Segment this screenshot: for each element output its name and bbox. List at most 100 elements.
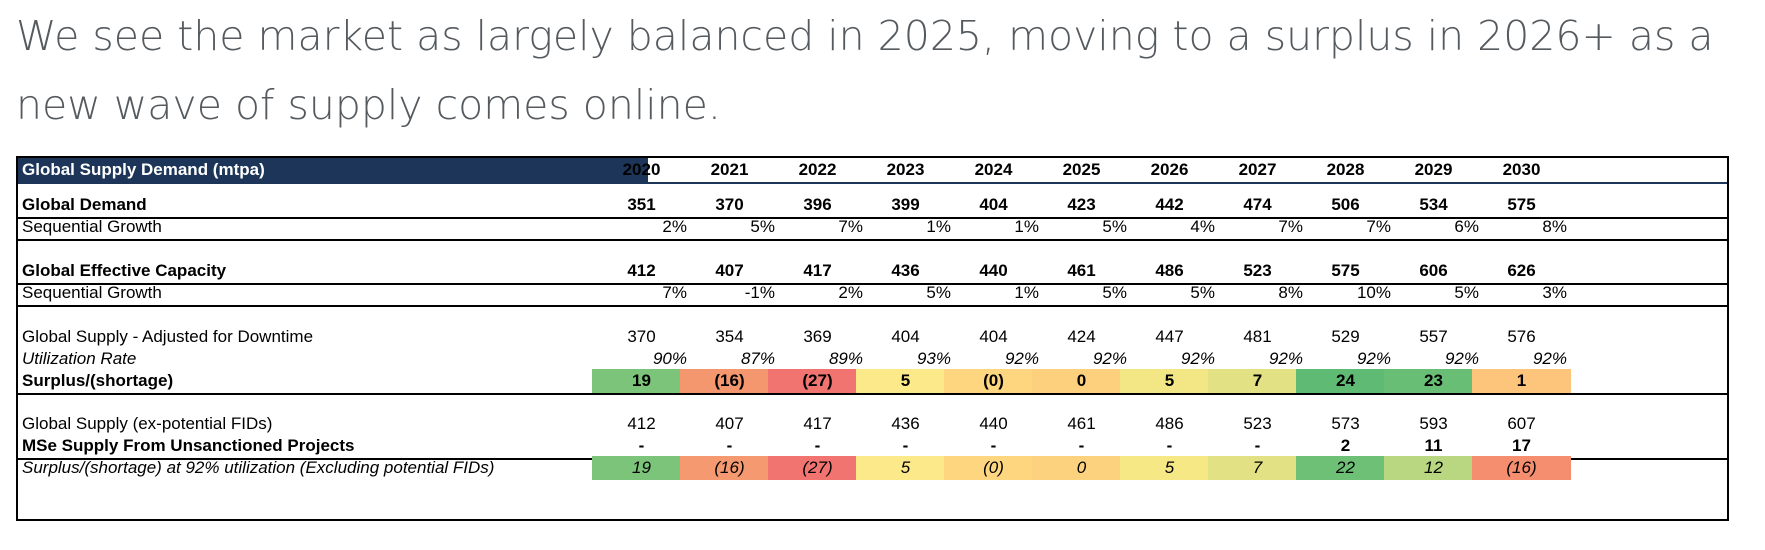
table-cell: 89% xyxy=(828,349,863,368)
year-header: 2030 xyxy=(1502,160,1541,179)
table-row: Global Supply (ex-potential FIDs) 412 407 4… xyxy=(18,412,1727,436)
year-header: 2024 xyxy=(974,160,1013,179)
table-cell: 369 xyxy=(803,327,832,346)
table-cell: 404 xyxy=(891,327,920,346)
table-cell: 7% xyxy=(1366,217,1391,236)
table-cell: - xyxy=(1078,436,1085,455)
table-cell: 404 xyxy=(979,195,1008,214)
table-cell: 447 xyxy=(1155,327,1184,346)
table-cell: 404 xyxy=(979,327,1008,346)
headline: We see the market as largely balanced in… xyxy=(16,12,1714,129)
table-cell: 7% xyxy=(838,217,863,236)
table-cell: 474 xyxy=(1243,195,1272,214)
table-cell: 440 xyxy=(979,414,1008,433)
table-cell: 626 xyxy=(1507,261,1536,280)
table-cell: 5% xyxy=(1102,283,1127,302)
year-header: 2021 xyxy=(710,160,749,179)
table-cell: 7% xyxy=(1278,217,1303,236)
table-row: Sequential Growth 7% -1% 2% 5% 1% 5% 5% 8% 10% 5% 3… xyxy=(18,281,1727,307)
year-header: 2027 xyxy=(1238,160,1277,179)
table-cell: 87% xyxy=(740,349,775,368)
table-cell: 92% xyxy=(1444,349,1479,368)
table-cell: 407 xyxy=(715,261,744,280)
table-cell: 11 xyxy=(1424,436,1443,455)
table-cell: 370 xyxy=(627,327,656,346)
table-cell: 19 xyxy=(592,456,691,480)
table-cell: 92% xyxy=(1180,349,1215,368)
table-cell: 1% xyxy=(926,217,951,236)
table-row: Global Supply - Adjusted for Downtime 370… xyxy=(18,325,1727,349)
row-label: Utilization Rate xyxy=(22,349,137,368)
year-header: 2028 xyxy=(1326,160,1365,179)
row-label: MSe Supply From Unsanctioned Projects xyxy=(22,436,355,455)
table-row: Surplus/(shortage) 19 (16) (27) 5 (0) 0 5 7 24 23 1 xyxy=(18,369,1727,395)
table-cell: 24 xyxy=(1296,369,1395,393)
table-cell: 92% xyxy=(1004,349,1039,368)
table-cell: 399 xyxy=(891,195,920,214)
table-cell: 5 xyxy=(856,456,955,480)
table-cell: 0 xyxy=(1032,456,1131,480)
table-cell: 351 xyxy=(627,195,656,214)
table-cell: (0) xyxy=(944,456,1043,480)
table-cell: 575 xyxy=(1507,195,1536,214)
table-cell: (16) xyxy=(680,369,779,393)
table-cell: 92% xyxy=(1268,349,1303,368)
table-cell: (27) xyxy=(768,456,867,480)
table-cell: 22 xyxy=(1296,456,1395,480)
table-cell: 534 xyxy=(1419,195,1448,214)
table-cell: 0 xyxy=(1032,369,1131,393)
table-cell: 593 xyxy=(1419,414,1448,433)
table-cell: - xyxy=(638,436,645,455)
table-cell: 606 xyxy=(1419,261,1448,280)
table-cell: 92% xyxy=(1532,349,1567,368)
table-cell: 5 xyxy=(1120,369,1219,393)
table-cell: 424 xyxy=(1067,327,1096,346)
table-cell: 412 xyxy=(627,414,656,433)
table-cell: 5% xyxy=(1454,283,1479,302)
row-label: Global Supply - Adjusted for Downtime xyxy=(22,327,314,346)
table-cell: 506 xyxy=(1331,195,1360,214)
table-cell: 5% xyxy=(750,217,775,236)
table-cell: 19 xyxy=(592,369,691,393)
table-cell: 12 xyxy=(1384,456,1483,480)
table-cell: 17 xyxy=(1512,436,1531,455)
table-cell: - xyxy=(902,436,909,455)
table-cell: (16) xyxy=(1472,456,1571,480)
row-label: Global Supply (ex-potential FIDs) xyxy=(22,414,273,433)
row-label: Global Demand xyxy=(22,195,147,214)
table-cell: 417 xyxy=(803,414,832,433)
table-row: Sequential Growth 2% 5% 7% 1% 1% 5% 4% 7% 7% 6% 8% xyxy=(18,215,1727,241)
row-label: Sequential Growth xyxy=(22,283,162,302)
table-cell: 575 xyxy=(1331,261,1360,280)
table-cell: - xyxy=(814,436,821,455)
table-cell: 5% xyxy=(1102,217,1127,236)
table-title: Global Supply Demand (mtpa) xyxy=(18,158,648,182)
table-cell: 5 xyxy=(1120,456,1219,480)
table-header-row: Global Supply Demand (mtpa) 2020 2021 2022 2… xyxy=(18,158,1727,184)
table-cell: 7 xyxy=(1208,456,1307,480)
table-cell: 481 xyxy=(1243,327,1272,346)
table-cell: 417 xyxy=(803,261,832,280)
table-cell: 2% xyxy=(662,217,687,236)
table-cell: 23 xyxy=(1384,369,1483,393)
table-row: Global Effective Capacity 412 407 417 436 440… xyxy=(18,259,1727,285)
table-cell: (27) xyxy=(768,369,867,393)
table-cell: 436 xyxy=(891,414,920,433)
table-cell: 396 xyxy=(803,195,832,214)
table-cell: 440 xyxy=(979,261,1008,280)
table-cell: - xyxy=(990,436,997,455)
table-cell: 5 xyxy=(856,369,955,393)
table-cell: (0) xyxy=(944,369,1043,393)
table-cell: 8% xyxy=(1278,283,1303,302)
table-cell: 436 xyxy=(891,261,920,280)
table-cell: 529 xyxy=(1331,327,1360,346)
table-cell: 6% xyxy=(1454,217,1479,236)
table-row: Surplus/(shortage) at 92% utilization (E… xyxy=(18,456,1727,480)
table-cell: 557 xyxy=(1419,327,1448,346)
table-cell: 407 xyxy=(715,414,744,433)
table-cell: 7% xyxy=(662,283,687,302)
table-cell: 5% xyxy=(1190,283,1215,302)
table-cell: 4% xyxy=(1190,217,1215,236)
table-cell: 370 xyxy=(715,195,744,214)
table-cell: 423 xyxy=(1067,195,1096,214)
